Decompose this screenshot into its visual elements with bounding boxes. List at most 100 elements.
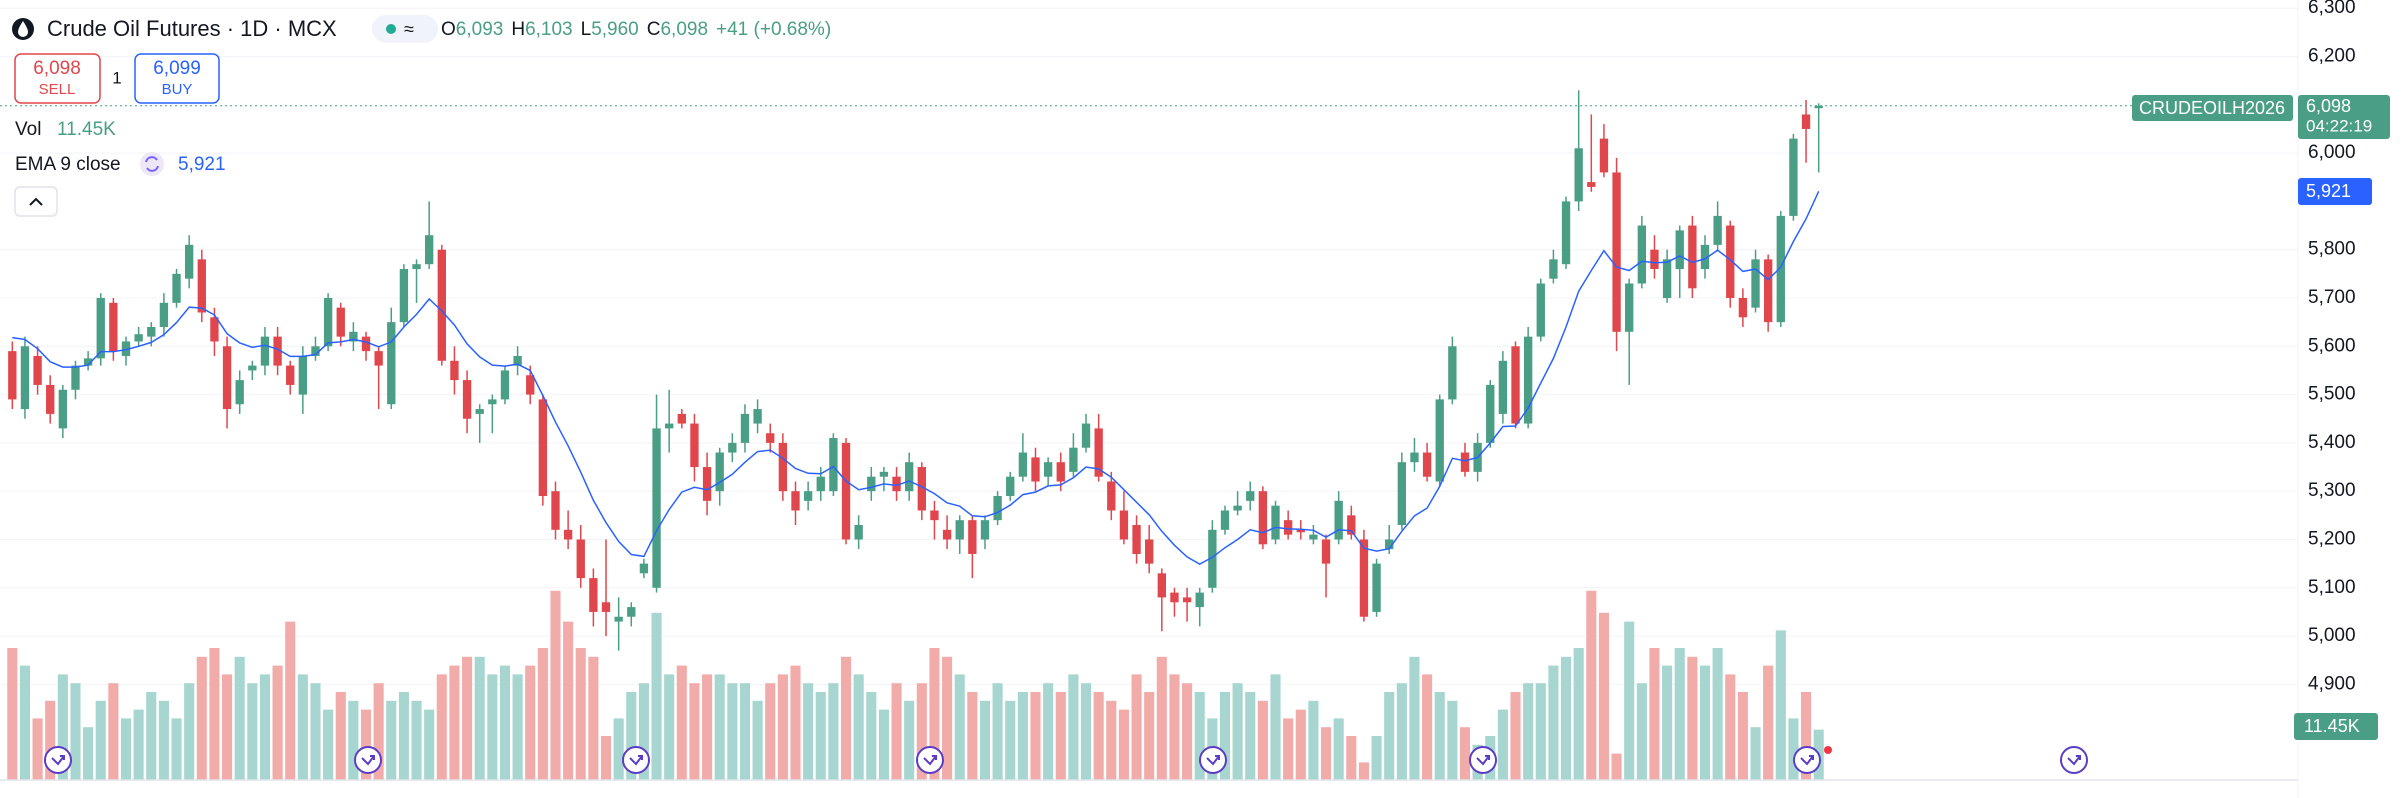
- event-icon[interactable]: [622, 746, 650, 774]
- ema-icon[interactable]: [140, 152, 164, 176]
- candle-body: [563, 529, 573, 540]
- overlay: [12, 190, 1820, 565]
- event-icon[interactable]: [1199, 746, 1227, 774]
- ohlc-key: C: [647, 19, 661, 40]
- volume-bar: [1144, 692, 1155, 780]
- candle-body: [1410, 452, 1419, 463]
- volume-bar: [474, 656, 485, 780]
- event-icon[interactable]: [354, 746, 382, 774]
- candle-body: [349, 331, 358, 342]
- volume-bar: [411, 700, 422, 780]
- volume-bar: [828, 683, 839, 780]
- volume-bar: [234, 656, 245, 780]
- event-icon[interactable]: [44, 746, 72, 774]
- sell-button[interactable]: [14, 53, 101, 104]
- volume-bar: [1548, 665, 1559, 780]
- candle-body: [728, 442, 737, 453]
- candle-body: [639, 563, 649, 574]
- volume-bar: [878, 709, 889, 780]
- volume-bar: [1068, 674, 1079, 780]
- volume-bar: [323, 709, 334, 780]
- collapse-button[interactable]: [14, 186, 58, 217]
- event-icon[interactable]: [1793, 746, 1821, 774]
- y-tick-label: 5,400: [2308, 432, 2356, 453]
- volume-bar: [815, 692, 826, 780]
- candle-body: [576, 539, 585, 579]
- volume-bar: [1005, 700, 1016, 780]
- volume-bar: [19, 665, 31, 780]
- event-icon[interactable]: [2060, 746, 2088, 774]
- candle-body: [601, 602, 611, 612]
- candle-body: [437, 249, 446, 361]
- buy-button[interactable]: [134, 53, 220, 104]
- y-tick-label: 6,000: [2308, 142, 2356, 163]
- ohlc-legend: O6,093 H6,103 L5,960 C6,098 +41 (+0.68%): [441, 19, 831, 40]
- volume-bar: [360, 709, 372, 780]
- candle-body: [361, 336, 371, 352]
- countdown: 04:22:19: [2306, 116, 2372, 135]
- volume-bar: [1283, 718, 1294, 780]
- candle-body: [1094, 428, 1103, 477]
- candle-body: [1422, 452, 1432, 477]
- volume-bar: [1270, 674, 1281, 780]
- volume-bar: [70, 683, 81, 780]
- candle-body: [589, 578, 598, 612]
- chart-title[interactable]: Crude Oil Futures · 1D · MCX: [47, 16, 337, 41]
- quantity[interactable]: 1: [112, 68, 121, 87]
- volume-bar: [954, 674, 965, 780]
- volume-bar: [676, 665, 687, 780]
- volume-bar: [1106, 700, 1117, 780]
- volume-bar: [1611, 753, 1622, 780]
- volume-bar: [1662, 665, 1673, 780]
- volume-bar: [171, 718, 182, 780]
- candle-body: [829, 438, 838, 492]
- volume-bar: [1118, 709, 1129, 780]
- volume-bar: [7, 648, 18, 780]
- candle-body: [879, 471, 889, 477]
- ema-legend-name[interactable]: EMA 9 close: [15, 154, 121, 175]
- candle-body: [551, 491, 560, 530]
- y-tick-label: 5,300: [2308, 480, 2356, 501]
- candles: [8, 90, 1823, 651]
- event-icon-arrow: [1800, 755, 1814, 766]
- events: [44, 746, 2088, 774]
- candle-body: [652, 428, 661, 588]
- candle-body: [778, 442, 788, 492]
- volume-bar: [1308, 700, 1319, 780]
- volume-bar: [499, 665, 511, 780]
- volume-bar: [1358, 762, 1369, 780]
- sell-price: 6,098: [33, 58, 81, 79]
- candle-body: [1549, 259, 1558, 279]
- candle-body: [892, 476, 901, 492]
- volume-bar: [840, 656, 852, 780]
- symbol-badge-text: CRUDEOILH2026: [2139, 98, 2285, 118]
- volume-bar: [1434, 692, 1445, 780]
- candle-body: [298, 355, 308, 395]
- candle-body: [1713, 215, 1722, 245]
- candle-body: [1132, 524, 1141, 554]
- event-icon[interactable]: [916, 746, 944, 774]
- volume-bar: [891, 683, 902, 780]
- event-icon-arrow: [361, 755, 375, 766]
- volume-bar: [702, 674, 713, 780]
- candle-body: [930, 510, 939, 521]
- volume-bar: [348, 700, 359, 780]
- y-tick-label: 5,500: [2308, 384, 2356, 405]
- volume-bar: [1257, 700, 1268, 780]
- candle-body: [450, 360, 459, 381]
- volume-legend-name[interactable]: Vol: [15, 119, 41, 140]
- volume-bar: [727, 683, 738, 780]
- volume-bar: [967, 692, 978, 780]
- event-icon[interactable]: [1469, 746, 1497, 774]
- candle-body: [1650, 249, 1659, 270]
- ema-badge-text: 5,921: [2306, 181, 2351, 201]
- volume-bar: [1346, 736, 1357, 780]
- volume-bar: [575, 648, 586, 780]
- volume-bar: [436, 674, 447, 780]
- volume-bar: [1371, 736, 1382, 780]
- candle-body: [1726, 225, 1735, 298]
- volume-bar: [1333, 718, 1344, 780]
- volume-bar: [904, 700, 915, 780]
- status-pill[interactable]: [372, 15, 438, 43]
- volume-bar: [550, 590, 561, 780]
